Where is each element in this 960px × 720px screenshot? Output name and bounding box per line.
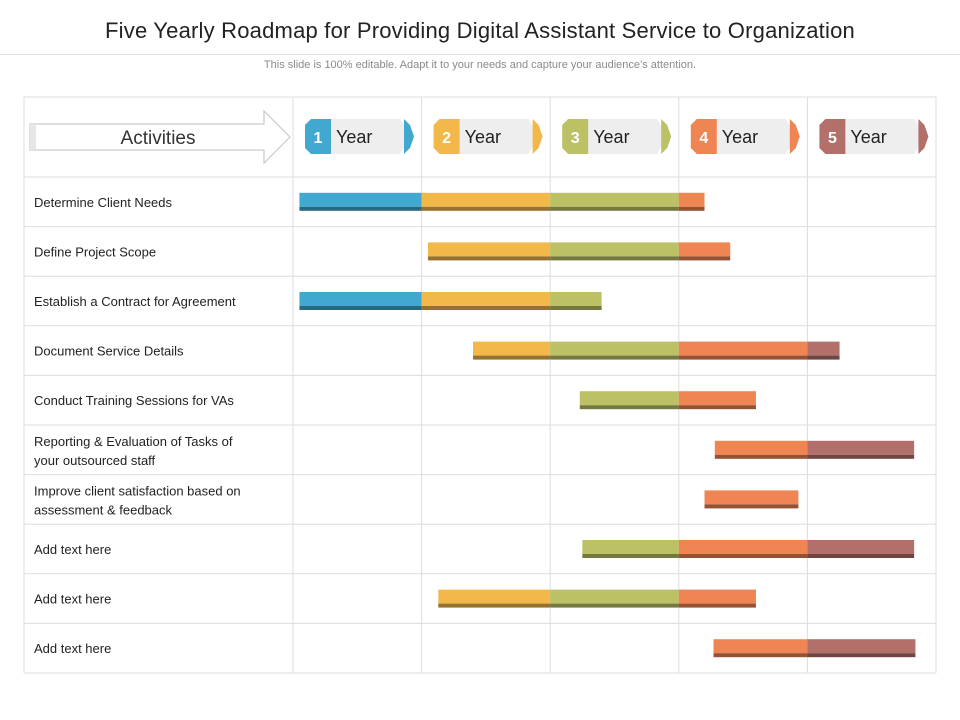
task-bar-segment: [678, 540, 808, 554]
year-label-tab: [459, 119, 539, 154]
task-bar-shadow: [704, 504, 799, 509]
year-label-5: Year: [850, 127, 886, 147]
task-bar-shadow: [678, 355, 808, 360]
task-bar-shadow: [550, 256, 679, 261]
task-bar-shadow: [582, 554, 679, 558]
task-bar-segment: [678, 341, 808, 356]
year-number-2: 2: [442, 130, 451, 147]
task-bar-segment: [550, 341, 679, 356]
task-bar-segment: [299, 192, 422, 207]
year-number-badge: [562, 119, 589, 154]
arrow-stub: [30, 124, 36, 150]
task-label: Define Project Scope: [34, 244, 156, 259]
task-bar-shadow: [299, 206, 422, 211]
task-bar-shadow: [807, 653, 916, 658]
task-label: Reporting & Evaluation of Tasks of your o…: [34, 434, 233, 468]
task-bar-segment: [807, 639, 916, 654]
year-number-5: 5: [828, 130, 837, 147]
year-number-badge: [690, 119, 717, 154]
task-bar-segment: [550, 192, 679, 207]
task-bar-shadow: [713, 653, 808, 658]
year-label-tab: [588, 119, 668, 154]
task-label: Add text here: [34, 592, 111, 607]
year-label-1: Year: [336, 127, 372, 147]
year-tab-tip: [918, 119, 929, 154]
task-bar-segment: [678, 391, 756, 406]
task-bar-shadow: [807, 554, 915, 558]
slide-subtitle: This slide is 100% editable. Adapt it to…: [263, 59, 697, 71]
activities-header: Activities: [121, 128, 196, 149]
task-bar-segment: [807, 540, 915, 554]
task-bar-shadow: [807, 355, 840, 360]
task-bar-shadow: [438, 603, 551, 608]
task-bar-shadow: [421, 206, 551, 211]
task-bar-segment: [582, 540, 679, 554]
task-bar-shadow: [579, 405, 679, 410]
task-bar-segment: [428, 242, 551, 257]
task-bar-segment: [678, 589, 756, 604]
task-label: Establish a Contract for Agreement: [34, 294, 236, 309]
year-label-2: Year: [465, 127, 501, 147]
year-number-4: 4: [699, 130, 708, 147]
task-label: Add text here: [34, 641, 111, 656]
task-bar-segment: [550, 292, 602, 306]
task-bar-shadow: [428, 256, 551, 261]
title-divider: [0, 54, 960, 55]
task-bar-shadow: [714, 454, 808, 459]
task-bar-segment: [438, 589, 551, 604]
task-bar-shadow: [678, 603, 756, 608]
task-bar-segment: [550, 242, 679, 257]
task-label: Conduct Training Sessions for VAs: [34, 393, 234, 408]
task-bar-shadow: [807, 454, 915, 459]
task-bar-shadow: [550, 206, 679, 211]
year-label-tab: [845, 119, 925, 154]
task-bar-shadow: [299, 306, 422, 310]
task-bar-shadow: [473, 355, 551, 360]
task-bar-segment: [807, 440, 915, 455]
year-label-3: Year: [593, 127, 629, 147]
task-bar-segment: [579, 391, 679, 406]
task-bar-segment: [421, 292, 551, 306]
task-bar-segment: [550, 589, 679, 604]
task-bar-shadow: [550, 355, 679, 360]
task-bar-shadow: [678, 256, 731, 261]
year-number-badge: [305, 119, 331, 154]
task-label: Determine Client Needs: [34, 195, 173, 210]
year-number-badge: [819, 119, 846, 154]
task-bar-segment: [704, 490, 799, 505]
task-bar-shadow: [550, 306, 602, 310]
task-bar-shadow: [678, 206, 705, 211]
year-number-badge: [433, 119, 460, 154]
year-label-tab: [716, 119, 796, 154]
task-bar-shadow: [550, 603, 679, 608]
slide-title: Five Yearly Roadmap for Providing Digita…: [105, 18, 855, 43]
year-number-3: 3: [571, 130, 580, 147]
year-number-1: 1: [314, 130, 323, 147]
task-label: Improve client satisfaction based on asse…: [34, 483, 241, 517]
year-label-tab: [331, 119, 410, 154]
task-bar-segment: [678, 192, 705, 207]
task-bar-segment: [807, 341, 840, 356]
task-bar-segment: [678, 242, 731, 257]
year-tab-tip: [532, 119, 543, 154]
task-bar-segment: [713, 639, 808, 654]
task-bar-shadow: [421, 306, 551, 310]
year-label-4: Year: [722, 127, 758, 147]
task-bar-shadow: [678, 405, 756, 410]
year-tab-tip: [661, 119, 672, 154]
task-bar-segment: [421, 192, 551, 207]
task-label: Document Service Details: [34, 344, 184, 359]
task-label: Add text here: [34, 542, 111, 557]
year-tab-tip: [789, 119, 800, 154]
task-bar-shadow: [678, 554, 808, 558]
task-bar-segment: [473, 341, 551, 356]
task-bar-segment: [714, 440, 808, 455]
task-bar-segment: [299, 292, 422, 306]
activities-arrow-shape: [29, 109, 291, 165]
year-tab-tip: [404, 119, 414, 154]
